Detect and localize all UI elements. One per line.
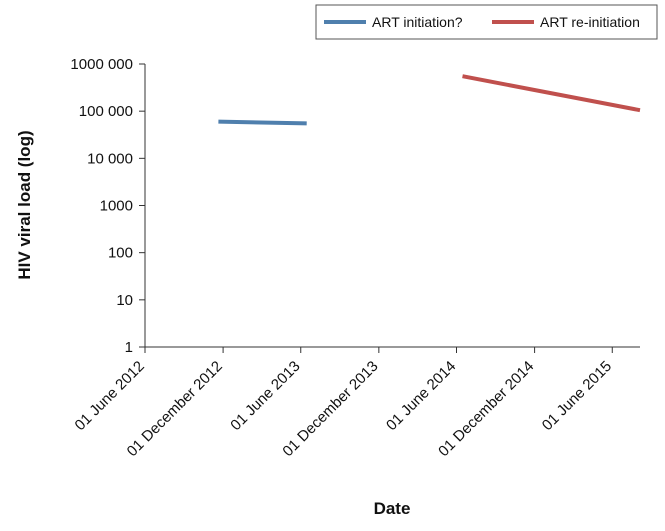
x-tick-label: 01 June 2012 bbox=[72, 358, 148, 434]
x-tick-label: 01 June 2013 bbox=[227, 358, 303, 434]
y-tick-label: 1000 000 bbox=[70, 56, 133, 73]
legend-label-2: ART re-initiation bbox=[540, 14, 640, 30]
series-group bbox=[218, 74, 641, 126]
x-tick-label: 01 June 2015 bbox=[539, 358, 615, 434]
y-tick-label: 1 bbox=[125, 339, 133, 356]
y-tick-label: 10 000 bbox=[87, 150, 133, 167]
y-axis-title: HIV viral load (log) bbox=[15, 130, 34, 279]
x-axis-title: Date bbox=[374, 499, 411, 518]
x-tick-label: 01 June 2014 bbox=[383, 358, 459, 434]
legend-box bbox=[315, 4, 658, 40]
y-tick-label: 10 bbox=[116, 292, 133, 309]
series-line-2 bbox=[462, 74, 641, 113]
series-line-1 bbox=[218, 119, 307, 126]
y-axis: 1 10 100 1000 10 000 100 000 1000 000 bbox=[70, 56, 146, 356]
y-tick-label: 100 bbox=[108, 245, 133, 262]
legend-label-1: ART initiation? bbox=[372, 14, 463, 30]
y-tick-label: 100 000 bbox=[79, 103, 133, 120]
legend: ART initiation? ART re-initiation bbox=[315, 4, 658, 40]
y-tick-label: 1000 bbox=[100, 198, 133, 215]
